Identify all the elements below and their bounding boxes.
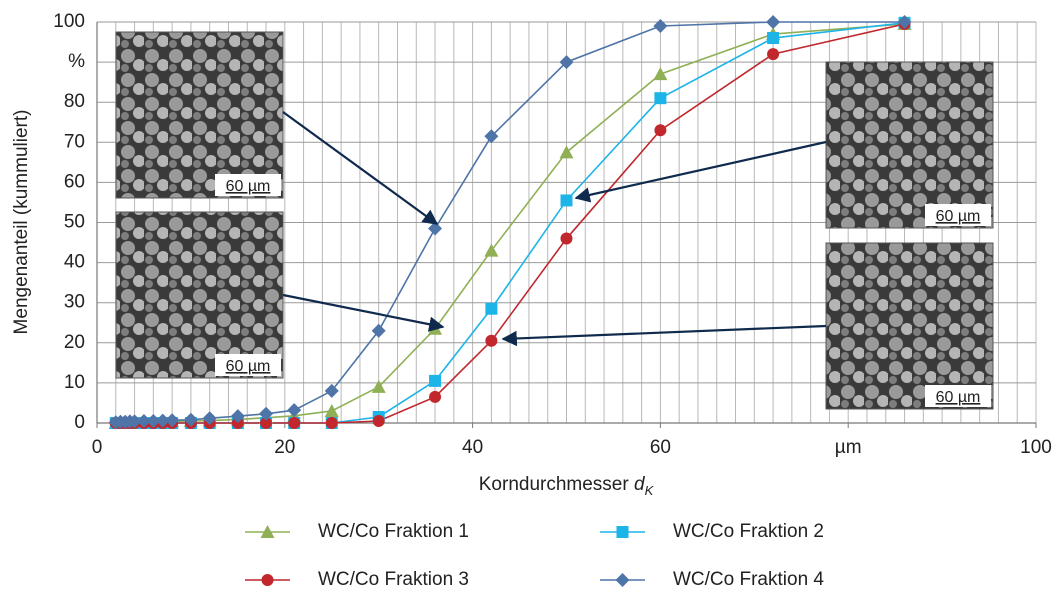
- marker-triangle: [260, 525, 275, 538]
- marker-diamond: [428, 221, 443, 236]
- marker-diamond: [324, 383, 339, 398]
- x-axis-label: Korndurchmesser dK: [479, 474, 655, 498]
- marker-triangle: [484, 243, 499, 257]
- marker-diamond: [766, 15, 781, 29]
- marker-diamond: [259, 406, 274, 421]
- scale-label: 60 µm: [936, 389, 981, 406]
- scale-box: [215, 354, 281, 376]
- marker-circle: [767, 48, 780, 61]
- y-tick-label: 10: [64, 372, 85, 393]
- scale-box: [925, 385, 991, 407]
- marker-circle: [288, 417, 301, 429]
- y-tick-label: 50: [64, 212, 85, 233]
- x-tick-label: µm: [835, 437, 862, 458]
- marker-circle: [325, 417, 338, 429]
- marker-diamond: [127, 414, 142, 429]
- micrograph: [825, 242, 994, 410]
- marker-diamond: [615, 573, 630, 587]
- y-tick-label: 20: [64, 332, 85, 353]
- marker-triangle: [371, 379, 386, 393]
- arrow: [282, 293, 445, 332]
- marker-diamond: [202, 411, 217, 426]
- micrograph: [115, 31, 284, 199]
- marker-triangle: [653, 67, 668, 81]
- legend-label: WC/Co Fraktion 3: [318, 569, 469, 590]
- marker-circle: [260, 417, 273, 429]
- micrograph: [115, 211, 284, 379]
- scale-label: 60 µm: [936, 208, 981, 225]
- marker-triangle: [324, 403, 339, 417]
- marker-diamond: [653, 19, 668, 34]
- marker-diamond: [230, 409, 245, 424]
- scale-box: [215, 174, 281, 196]
- legend-label: WC/Co Fraktion 1: [318, 521, 469, 542]
- marker-diamond: [146, 413, 161, 428]
- x-tick-label: 20: [274, 437, 295, 458]
- scale-label: 60 µm: [226, 178, 271, 195]
- y-tick-label: 80: [64, 91, 85, 112]
- marker-circle: [560, 232, 573, 245]
- scale-box: [925, 204, 991, 226]
- marker-circle: [261, 574, 274, 586]
- arrows: [282, 111, 827, 347]
- x-axis-label-subscript: K: [645, 483, 655, 498]
- legend-label: WC/Co Fraktion 2: [673, 521, 824, 542]
- marker-square: [767, 32, 780, 45]
- micrograph: [825, 61, 994, 229]
- marker-circle: [372, 414, 385, 427]
- y-tick-label: 60: [64, 171, 85, 192]
- marker-square: [429, 374, 442, 387]
- arrow: [501, 324, 827, 347]
- marker-circle: [654, 124, 667, 137]
- x-axis-label-symbol: d: [634, 474, 646, 495]
- marker-circle: [485, 334, 498, 347]
- arrow: [574, 140, 827, 203]
- y-tick-label: 70: [64, 131, 85, 152]
- y-tick-label: %: [68, 51, 85, 72]
- marker-diamond: [897, 15, 912, 29]
- marker-diamond: [559, 55, 574, 70]
- marker-diamond: [183, 412, 198, 427]
- y-tick-label: 30: [64, 292, 85, 313]
- marker-square: [616, 526, 629, 538]
- y-tick-label: 40: [64, 252, 85, 273]
- legend-label: WC/Co Fraktion 4: [673, 569, 824, 590]
- marker-diamond: [484, 129, 499, 144]
- marker-diamond: [371, 323, 386, 338]
- x-tick-label: 100: [1020, 437, 1052, 458]
- marker-diamond: [136, 413, 151, 428]
- marker-circle: [429, 390, 442, 403]
- marker-diamond: [287, 403, 302, 418]
- marker-diamond: [165, 413, 180, 428]
- y-axis-label: Mengenanteil (kummuliert): [11, 110, 32, 335]
- scale-label: 60 µm: [226, 358, 271, 375]
- marker-square: [654, 92, 667, 105]
- marker-triangle: [559, 145, 574, 159]
- marker-square: [485, 302, 498, 315]
- x-tick-label: 60: [650, 437, 671, 458]
- y-tick-label: 100: [53, 11, 85, 32]
- x-tick-label: 0: [92, 437, 103, 458]
- arrow: [282, 111, 439, 225]
- x-tick-label: 40: [462, 437, 483, 458]
- x-axis-label-text: Korndurchmesser: [479, 474, 630, 495]
- marker-square: [560, 194, 573, 207]
- y-tick-label: 0: [74, 412, 85, 433]
- marker-diamond: [155, 413, 170, 428]
